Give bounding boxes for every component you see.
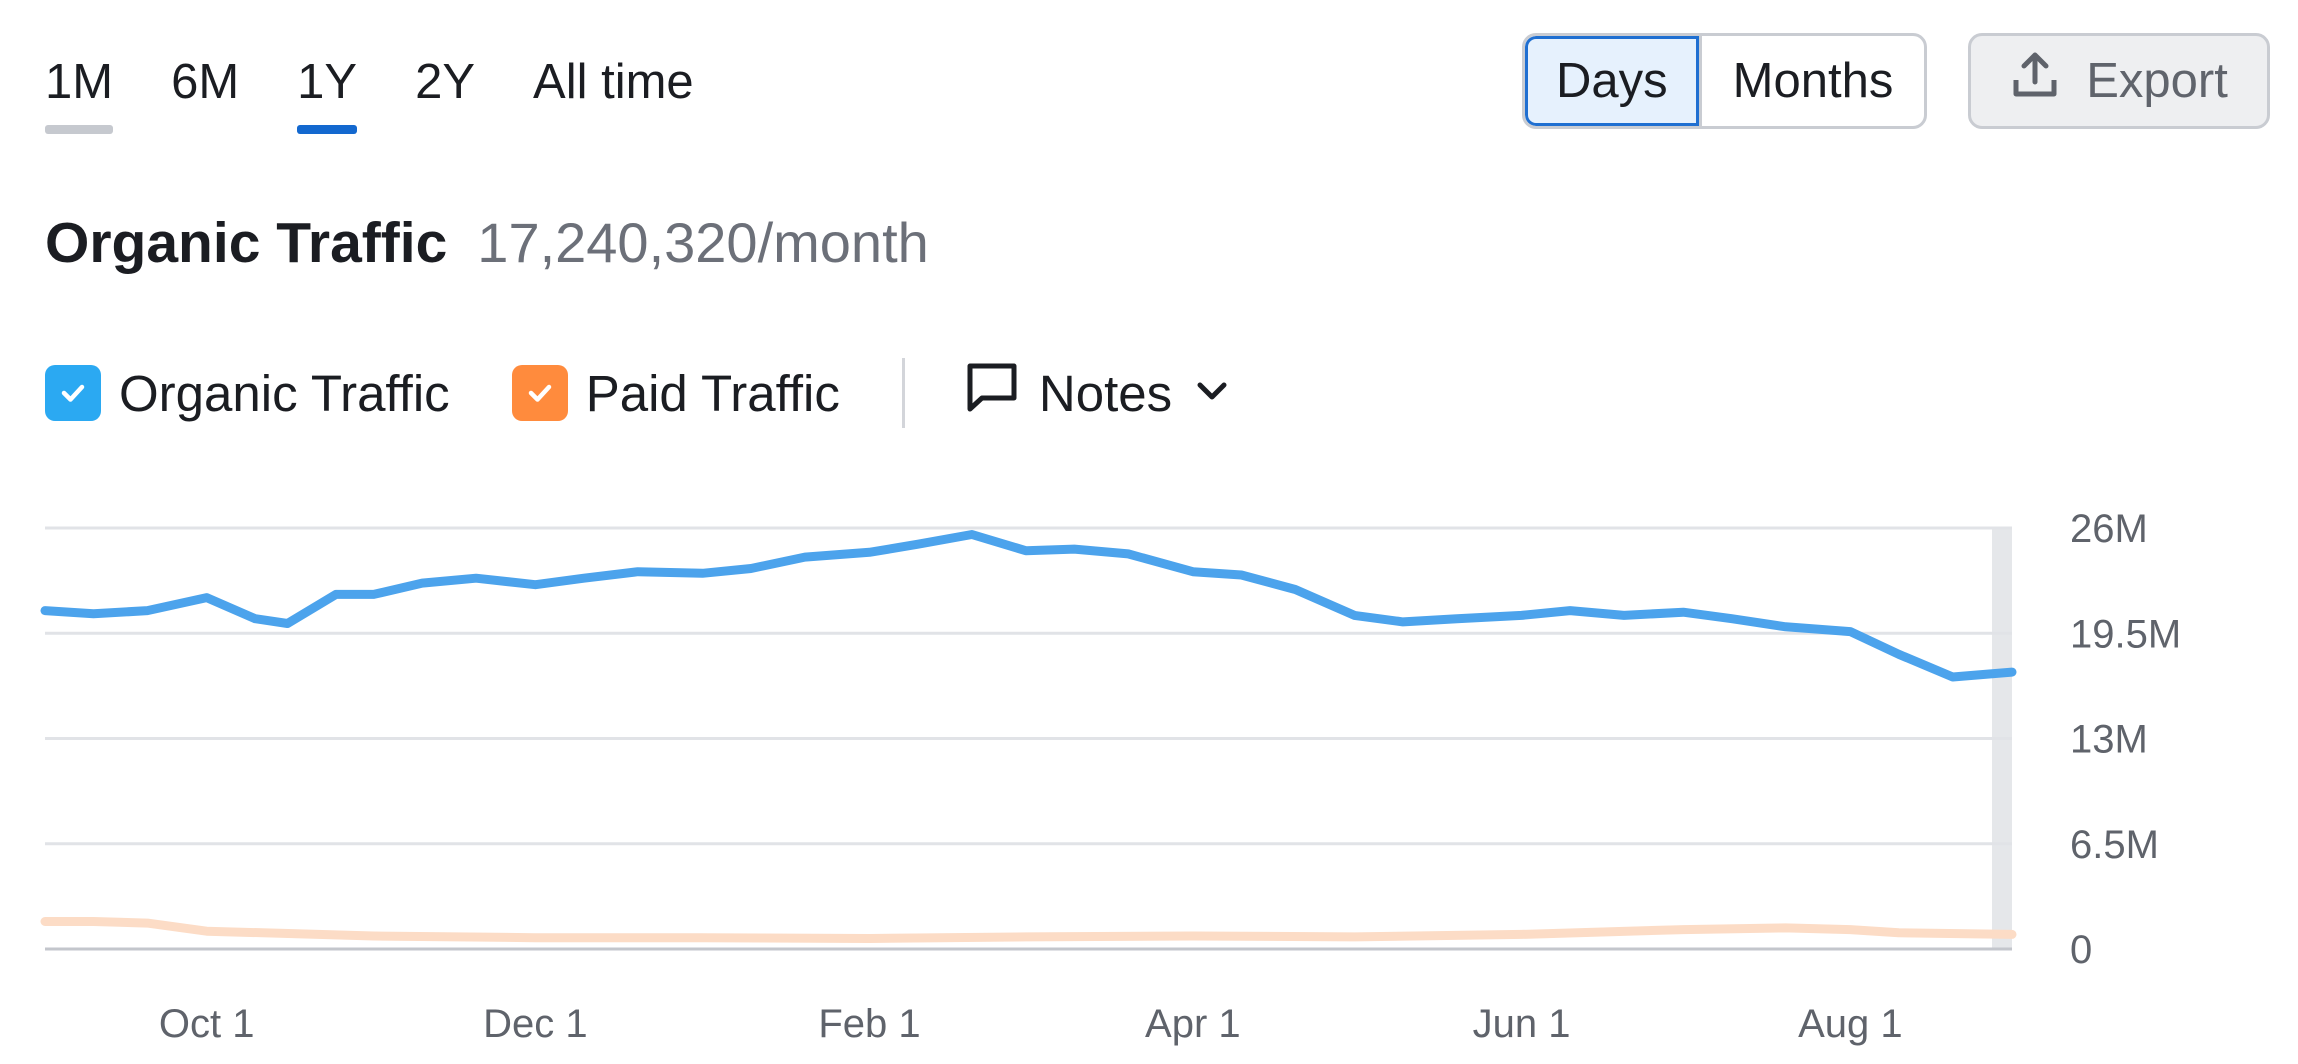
organic-checkbox[interactable] [45,365,101,421]
y-tick-label: 19.5M [2070,612,2181,656]
granularity-toggle: Days Months [1522,33,1928,129]
x-tick-label: Oct 1 [159,1002,255,1046]
page-title: Organic Traffic [45,211,448,275]
y-tick-label: 26M [2070,507,2148,551]
tab-1y[interactable]: 1Y [297,52,358,134]
check-icon [61,384,85,402]
tab-6m[interactable]: 6M [171,52,239,134]
legend-divider [901,358,905,428]
upload-icon [2010,50,2060,112]
traffic-chart: 0 6.5M 13M 19.5M 26M Oct 1 Dec 1 Feb 1 Apr 1 Jun … [40,507,2181,1046]
tab-label: 6M [171,55,240,109]
tab-2y[interactable]: 2Y [415,52,475,134]
tab-underline [171,125,239,134]
x-tick-label: Jun 1 [1473,1002,1571,1046]
legend-organic-traffic[interactable]: Organic Traffic [45,364,450,423]
legend-paid-label: Paid Traffic [585,364,840,422]
legend-paid-traffic[interactable]: Paid Traffic [511,364,840,423]
x-tick-label: Dec 1 [483,1002,588,1046]
traffic-metric: 17,240,320/month [477,211,929,274]
tab-label: All time [533,55,694,109]
tab-underline [297,125,358,134]
legend-organic-label: Organic Traffic [119,364,450,422]
period-tabs: 1M 6M 1Y 2Y All time [45,52,694,134]
y-tick-label: 6.5M [2070,823,2159,867]
tab-underline [533,125,694,134]
tab-label: 2Y [415,55,476,109]
tab-label: 1Y [297,55,358,109]
x-tick-label: Apr 1 [1145,1002,1241,1046]
x-tick-label: Aug 1 [1798,1002,1903,1046]
y-tick-label: 0 [2070,928,2092,972]
export-button[interactable]: Export [1968,33,2270,129]
check-icon [528,384,551,402]
x-tick-label: Feb 1 [818,1002,920,1046]
chart-header: Organic Traffic 17,240,320/month [45,210,929,276]
chart-legend: Organic Traffic Paid Traffic Notes [45,358,1232,428]
notes-label: Notes [1038,364,1173,422]
tab-label: 1M [45,55,114,109]
days-button[interactable]: Days [1525,36,1699,126]
paid-traffic-line [40,917,2017,943]
organic-traffic-line [40,530,2017,682]
comment-icon [965,360,1019,426]
export-label: Export [2086,54,2228,108]
tab-underline [45,125,114,134]
y-tick-label: 13M [2070,718,2148,762]
tab-1m[interactable]: 1M [45,52,114,134]
tab-underline [415,125,475,134]
notes-dropdown[interactable]: Notes [965,360,1232,426]
paid-checkbox[interactable] [511,365,568,421]
chevron-down-icon [1192,364,1232,423]
months-button[interactable]: Months [1698,36,1925,126]
tab-all-time[interactable]: All time [533,52,694,134]
